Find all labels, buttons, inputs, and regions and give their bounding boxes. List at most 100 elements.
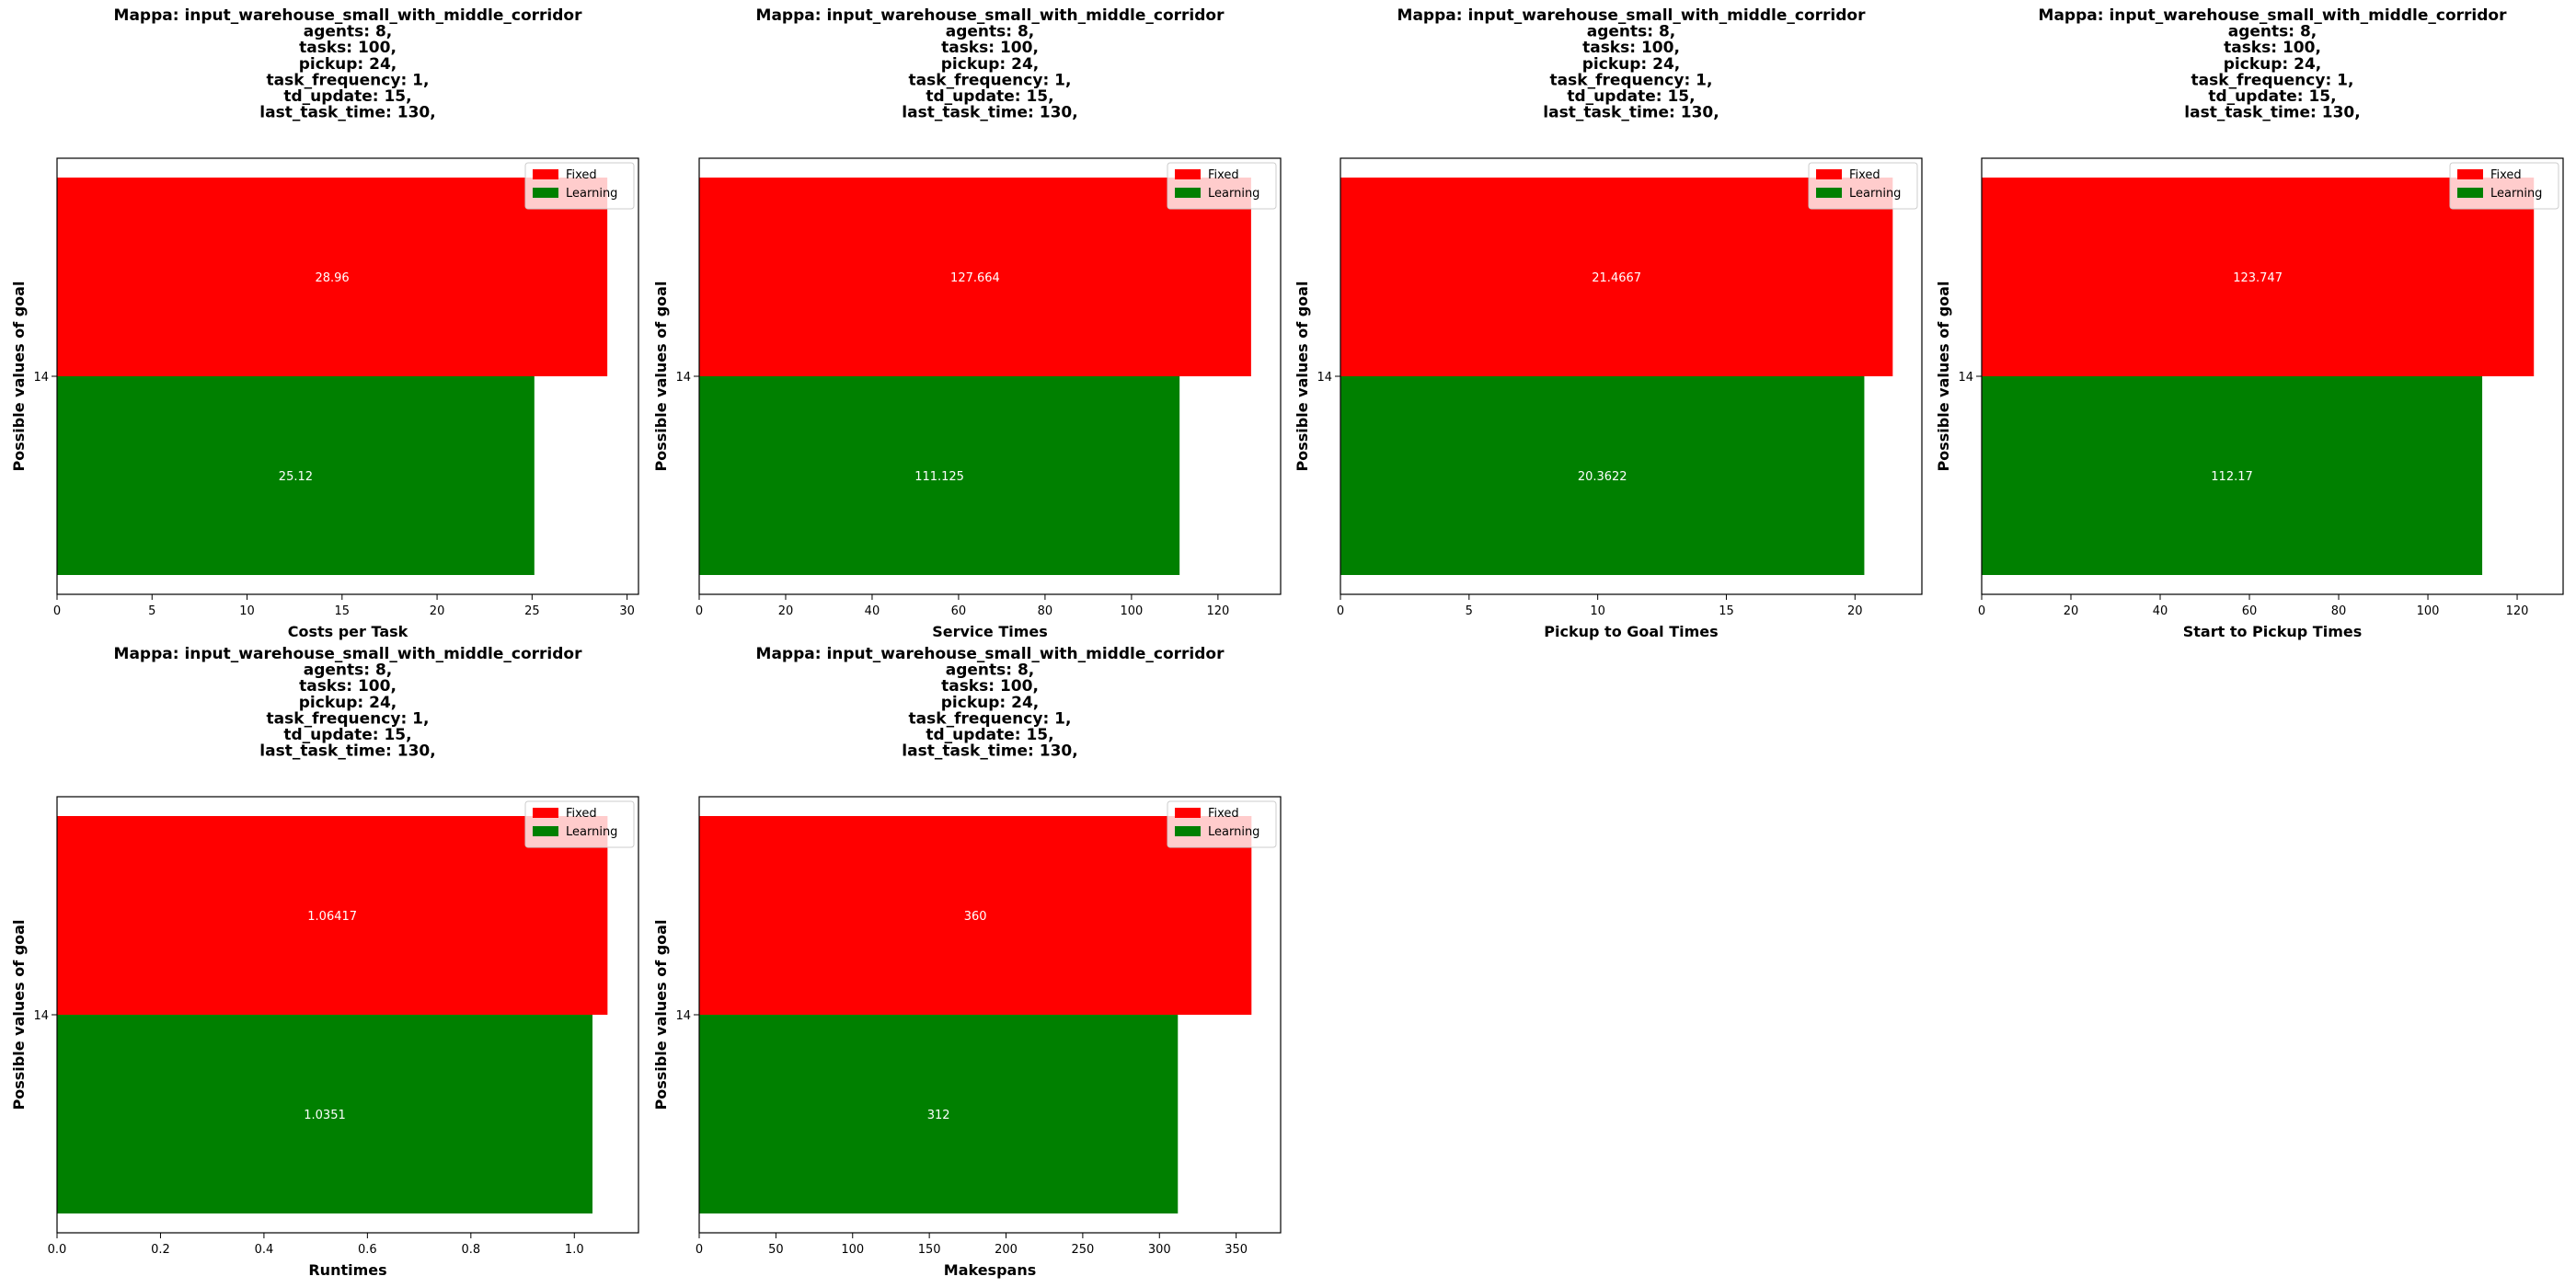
legend-label: Fixed [1208,807,1239,821]
bar-fixed [57,816,608,1015]
chart-title-line: agents: 8, [304,23,393,41]
x-tick-label: 40 [865,604,880,618]
bar-value-label: 1.0351 [304,1109,346,1122]
chart-title-line: agents: 8, [946,23,1035,41]
x-tick-label: 200 [995,1243,1018,1257]
chart-title-line: last_task_time: 130, [902,742,1077,761]
bar-fixed [699,178,1251,376]
y-tick-label: 14 [675,1009,691,1023]
chart-title-line: Mappa: input_warehouse_small_with_middle… [114,645,583,663]
x-axis-label: Service Times [932,623,1048,640]
chart-title-line: td_update: 15, [283,726,411,744]
chart-title-line: tasks: 100, [941,677,1039,696]
bar-learning [699,1015,1179,1213]
chart-title-line: pickup: 24, [299,694,397,712]
legend-label: Learning [1208,187,1259,201]
y-axis-label: Possible values of goal [652,920,670,1110]
chart-title-line: pickup: 24, [941,694,1039,712]
chart-title-line: Mappa: input_warehouse_small_with_middle… [756,645,1225,663]
bar-value-label: 112.17 [2211,470,2253,484]
legend-label: Fixed [566,168,597,182]
chart-title: Mappa: input_warehouse_small_with_middle… [1397,6,1867,122]
bar-value-label: 123.747 [2233,271,2283,285]
bar-value-label: 1.06417 [307,910,357,924]
chart-title-line: td_update: 15, [926,726,1053,744]
chart-title-line: last_task_time: 130, [902,104,1077,122]
y-axis-label: Possible values of goal [10,920,28,1110]
chart-title: Mappa: input_warehouse_small_with_middle… [756,645,1225,761]
legend-swatch-fixed [1175,808,1201,818]
legend-swatch-learning [2457,188,2483,198]
legend-label: Learning [1849,187,1901,201]
x-tick-label: 25 [524,604,540,618]
legend-swatch-fixed [533,808,558,818]
chart-title-line: last_task_time: 130, [259,104,435,122]
x-tick-label: 5 [1466,604,1473,618]
legend-swatch-fixed [2457,169,2483,179]
x-tick-label: 80 [1038,604,1053,618]
x-tick-label: 0.4 [255,1243,274,1257]
chart-title-line: tasks: 100, [1582,39,1680,57]
x-tick-label: 100 [2417,604,2440,618]
x-tick-label: 30 [619,604,635,618]
x-axis-label: Pickup to Goal Times [1544,623,1718,640]
chart-title-line: Mappa: input_warehouse_small_with_middle… [756,6,1225,25]
x-tick-label: 5 [148,604,155,618]
legend-label: Fixed [1849,168,1880,182]
x-tick-label: 50 [768,1243,784,1257]
bar-value-label: 360 [964,910,987,924]
chart-title-line: task_frequency: 1, [909,709,1072,728]
x-tick-label: 100 [841,1243,864,1257]
legend-swatch-learning [1816,188,1842,198]
legend-label: Fixed [566,807,597,821]
x-tick-label: 120 [1206,604,1229,618]
legend-label: Fixed [2490,168,2522,182]
chart-title: Mappa: input_warehouse_small_with_middle… [756,6,1225,122]
legend: Fixed Learning [1808,162,1918,210]
legend-label: Learning [2490,187,2542,201]
x-axis-label: Runtimes [308,1261,386,1279]
legend-label: Fixed [1208,168,1239,182]
chart-title-line: agents: 8, [304,661,393,680]
bar-fixed [699,816,1252,1015]
x-axis-label: Start to Pickup Times [2183,623,2362,640]
bar-value-label: 28.96 [315,271,349,285]
chart-title-line: task_frequency: 1, [267,709,430,728]
chart-title-line: pickup: 24, [299,55,397,74]
bar-fixed [1982,178,2535,376]
chart-title-line: pickup: 24, [1582,55,1680,74]
chart-title-line: agents: 8, [1587,23,1676,41]
bar-learning [699,376,1180,575]
chart-title-line: pickup: 24, [941,55,1039,74]
bar-value-label: 312 [927,1109,950,1122]
x-tick-label: 15 [335,604,351,618]
bar-value-label: 111.125 [914,470,964,484]
x-tick-label: 350 [1225,1243,1248,1257]
legend: Fixed Learning [524,800,635,848]
chart-title-line: last_task_time: 130, [1543,104,1719,122]
x-tick-label: 150 [918,1243,941,1257]
x-tick-label: 0.2 [151,1243,170,1257]
legend-swatch-fixed [533,169,558,179]
bar-learning [57,1015,593,1213]
chart-title-line: last_task_time: 130, [2184,104,2360,122]
x-tick-label: 20 [778,604,794,618]
chart-title-line: Mappa: input_warehouse_small_with_middle… [114,6,583,25]
chart-panel-5: Mappa: input_warehouse_small_with_middle… [10,645,639,1279]
x-axis-label: Makespans [944,1261,1036,1279]
x-tick-label: 10 [1590,604,1605,618]
bar-value-label: 20.3622 [1578,470,1627,484]
x-tick-label: 0 [53,604,61,618]
chart-title-line: tasks: 100, [299,39,397,57]
x-tick-label: 250 [1071,1243,1094,1257]
chart-title: Mappa: input_warehouse_small_with_middle… [114,6,583,122]
chart-title-line: task_frequency: 1, [1550,71,1713,89]
chart-title-line: td_update: 15, [1567,87,1695,106]
chart-title-line: agents: 8, [946,661,1035,680]
bar-fixed [57,178,608,376]
y-axis-label: Possible values of goal [1294,282,1311,472]
x-tick-label: 300 [1148,1243,1171,1257]
bar-fixed [1340,178,1893,376]
x-axis-label: Costs per Task [288,623,408,640]
